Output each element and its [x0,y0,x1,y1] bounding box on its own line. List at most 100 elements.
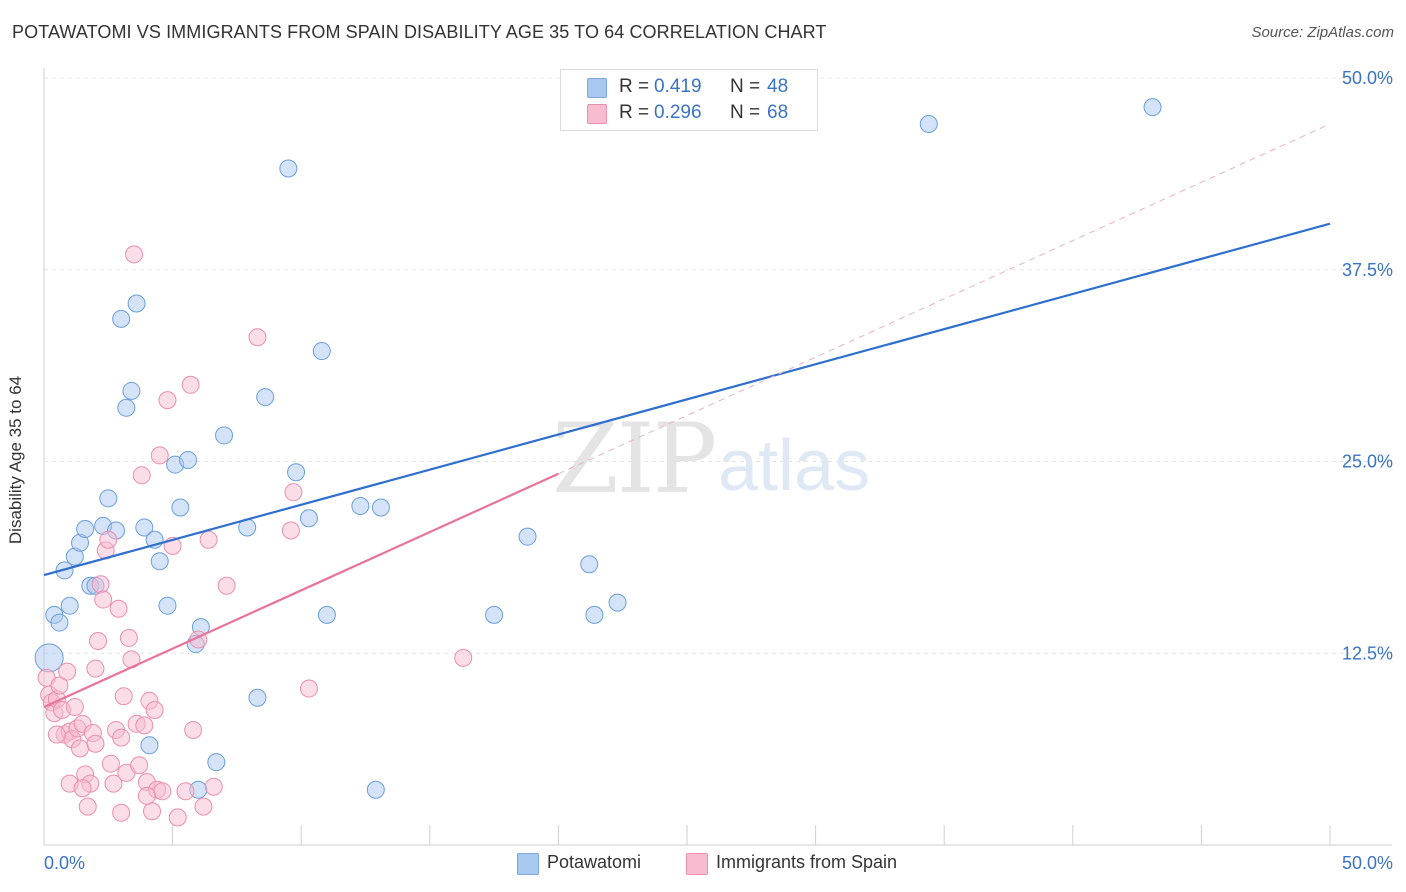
point-immigrants-from-spain [454,648,473,667]
point-immigrants-from-spain [94,590,113,609]
legend-n-value: 48 [767,76,789,97]
point-immigrants-from-spain [89,631,108,650]
point-immigrants-from-spain [99,530,118,549]
point-immigrants-from-spain [284,483,303,502]
bottom-legend-label-immigrants-from-spain: Immigrants from Spain [716,852,898,872]
source-credit: Source: ZipAtlas.com [1251,24,1394,41]
point-immigrants-from-spain [194,797,213,816]
point-potawatomi [179,450,198,469]
point-immigrants-from-spain [176,782,195,801]
point-immigrants-from-spain [168,808,187,827]
point-potawatomi [171,498,190,517]
point-potawatomi [127,294,146,313]
point-potawatomi [207,753,226,772]
point-potawatomi [76,519,95,538]
point-immigrants-from-spain [132,466,151,485]
point-immigrants-from-spain [119,628,138,647]
point-potawatomi [299,509,318,528]
point-immigrants-from-spain [217,576,236,595]
point-immigrants-from-spain [101,754,120,773]
point-immigrants-from-spain [299,679,318,698]
axis-layer [43,68,1392,846]
chart-title: POTAWATOMI VS IMMIGRANTS FROM SPAIN DISA… [12,22,827,42]
point-immigrants-from-spain [78,797,97,816]
point-potawatomi [351,496,370,515]
point-potawatomi [256,388,275,407]
point-potawatomi [135,518,154,537]
point-immigrants-from-spain [145,701,164,720]
bottom-legend-swatch-immigrants-from-spain [686,853,708,875]
watermark-zip: ZIP [552,403,715,515]
bottom-legend-label-potawatomi: Potawatomi [547,852,642,872]
point-immigrants-from-spain [71,739,90,758]
point-immigrants-from-spain [109,599,128,618]
point-immigrants-from-spain [181,375,200,394]
point-immigrants-from-spain [114,687,133,706]
point-immigrants-from-spain [135,716,154,735]
point-potawatomi [919,115,938,134]
point-potawatomi [608,593,627,612]
legend-r-label: R = [619,76,650,97]
label-layer: 12.5% 25.0% 37.5% 50.0% 0.0% 50.0% [44,68,1393,873]
point-immigrants-from-spain [65,697,84,716]
watermark-atlas: atlas [718,426,870,506]
legend-swatch-potawatomi [587,78,607,98]
legend-swatch-immigrants-from-spain [587,104,607,124]
point-immigrants-from-spain [58,662,77,681]
point-immigrants-from-spain [47,725,66,744]
point-potawatomi [215,426,234,445]
point-immigrants-from-spain [104,774,123,793]
legend-n-value: 68 [767,102,789,123]
y-tick-label: 37.5% [1342,260,1393,280]
point-immigrants-from-spain [150,446,169,465]
legend-n-label: N = [730,102,761,123]
grid-layer [44,77,1392,654]
point-potawatomi [1143,98,1162,117]
point-potawatomi [287,463,306,482]
y-tick-label: 50.0% [1342,68,1393,88]
trend-line-immigrants-from-spain [43,472,559,708]
point-immigrants-from-spain [248,328,267,347]
point-immigrants-from-spain [73,779,92,798]
x-tick-label: 0.0% [44,853,85,873]
point-potawatomi [34,643,64,673]
y-tick-label: 25.0% [1342,452,1393,472]
point-immigrants-from-spain [86,659,105,678]
point-potawatomi [150,552,169,571]
trend-line-potawatomi [43,222,1331,577]
point-potawatomi [158,596,177,615]
point-potawatomi [112,309,131,328]
point-potawatomi [50,613,69,632]
x-tick-label: 50.0% [1342,853,1393,873]
point-potawatomi [580,555,599,574]
point-immigrants-from-spain [281,521,300,540]
correlation-legend: R = 0.419 N = 48 R = 0.296 N = 68 [560,69,818,131]
legend-r-value: 0.296 [654,102,702,123]
point-immigrants-from-spain [137,786,156,805]
point-immigrants-from-spain [204,777,223,796]
point-potawatomi [371,498,390,517]
point-potawatomi [248,688,267,707]
point-immigrants-from-spain [153,782,172,801]
trend-layer [43,123,1331,708]
bottom-legend-swatch-potawatomi [517,853,539,875]
point-immigrants-from-spain [112,728,131,747]
point-potawatomi [140,736,159,755]
point-immigrants-from-spain [184,720,203,739]
point-potawatomi [312,342,331,361]
point-immigrants-from-spain [130,756,149,775]
point-potawatomi [317,605,336,624]
point-immigrants-from-spain [112,803,131,822]
point-immigrants-from-spain [158,391,177,410]
trend-extension-immigrants-from-spain [558,123,1331,475]
legend-r-label: R = [619,102,650,123]
point-potawatomi [485,605,504,624]
points-layer [34,98,1162,827]
point-potawatomi [60,596,79,615]
point-potawatomi [279,159,298,178]
point-immigrants-from-spain [199,530,218,549]
point-immigrants-from-spain [143,802,162,821]
legend-r-value: 0.419 [654,76,702,97]
point-potawatomi [117,398,136,417]
point-potawatomi [518,527,537,546]
